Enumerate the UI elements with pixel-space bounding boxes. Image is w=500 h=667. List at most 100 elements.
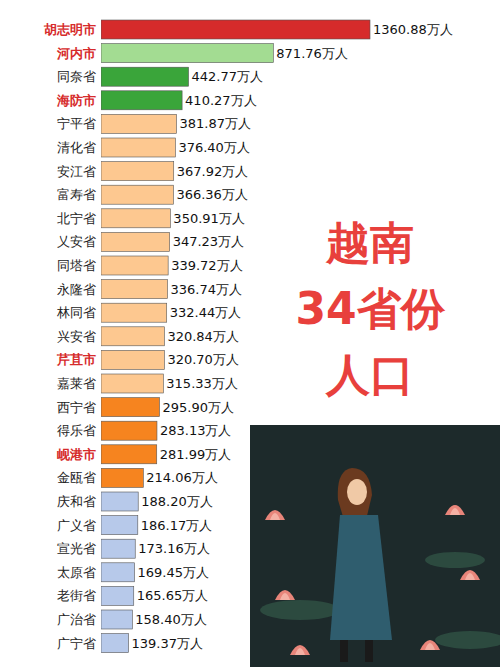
data-label: 281.99万人 [160,447,232,462]
data-label: 366.36万人 [176,187,248,202]
category-label: 嘉莱省 [57,376,96,391]
lily-pad [260,600,340,620]
lotus [280,593,290,600]
bar [101,610,132,629]
data-label: 332.44万人 [170,305,242,320]
category-label: 西宁省 [57,400,96,415]
lotus [290,645,310,655]
data-label: 350.91万人 [173,211,245,226]
bar [101,280,168,299]
bar [101,492,138,511]
illustration-ground [250,425,500,667]
category-label: 广治省 [57,612,96,627]
category-label: 金瓯省 [57,470,96,485]
category-label: 宁平省 [57,116,96,131]
data-label: 320.70万人 [167,352,239,367]
data-label: 381.87万人 [179,116,251,131]
bar [101,138,175,157]
coat [330,515,392,640]
bar [101,421,157,440]
bar [101,634,129,653]
lotus [460,570,480,580]
bar [101,445,157,464]
leg [340,640,348,662]
lotus [445,505,465,515]
bar [101,232,170,251]
data-label: 169.45万人 [137,565,209,580]
lotus [465,573,475,580]
category-label: 北宁省 [57,211,96,226]
category-label: 乂安省 [57,234,96,249]
bar [101,44,273,63]
bar [101,398,159,417]
category-label: 永隆省 [57,282,96,297]
illustration [250,425,500,667]
leg [365,640,373,662]
category-label: 同塔省 [57,258,96,273]
face [347,479,367,505]
lotus [275,590,295,600]
category-label: 富寿省 [57,187,96,202]
category-label: 老街省 [57,588,96,603]
category-label: 广宁省 [57,636,96,651]
lily-pad [435,631,500,649]
data-label: 158.40万人 [135,612,207,627]
bar [101,350,164,369]
data-label: 165.65万人 [137,588,209,603]
title-text: 越南34省份人口 [295,217,445,400]
data-label: 186.17万人 [141,518,213,533]
data-label: 283.13万人 [160,423,232,438]
data-label: 347.23万人 [173,234,245,249]
category-label: 太原省 [57,565,96,580]
data-label: 188.20万人 [141,494,213,509]
bar [101,91,182,110]
bar [101,185,173,204]
bars [101,20,370,653]
data-label: 173.16万人 [138,541,210,556]
data-label: 315.33万人 [166,376,238,391]
category-label: 广义省 [57,518,96,533]
bar [101,256,168,275]
bar [101,114,176,133]
category-label: 清化省 [57,140,96,155]
data-label: 367.92万人 [177,164,249,179]
bar [101,20,370,39]
bar [101,468,143,487]
bar [101,67,189,86]
data-label: 871.76万人 [276,46,348,61]
hair [338,468,372,520]
bar [101,374,163,393]
lotus [265,510,285,520]
category-label: 庆和省 [57,494,96,509]
lotus [450,508,460,515]
category-label: 河内市 [56,46,96,61]
category-label: 同奈省 [57,69,96,84]
category-label: 岘港市 [57,447,96,462]
bar [101,303,167,322]
category-label: 得乐省 [57,423,96,438]
category-label: 胡志明市 [43,22,96,37]
data-label: 376.40万人 [178,140,250,155]
title: 越南34省份人口 [295,217,445,400]
bar [101,162,174,181]
bar [101,327,164,346]
bar [101,586,134,605]
category-label: 林同省 [56,305,96,320]
lotus [425,643,435,650]
data-label: 339.72万人 [171,258,243,273]
lily-pad [425,552,485,568]
data-label: 442.77万人 [192,69,264,84]
bar [101,539,135,558]
data-label: 214.06万人 [146,470,218,485]
category-label: 安江省 [57,164,96,179]
lotus [295,648,305,655]
data-label: 410.27万人 [185,93,256,108]
data-label: 295.90万人 [162,400,234,415]
data-label: 139.37万人 [132,636,204,651]
lotus [270,513,280,520]
data-label: 1360.88万人 [373,22,453,37]
bar [101,516,138,535]
data-label: 336.74万人 [171,282,243,297]
bar [101,209,170,228]
data-label: 320.84万人 [167,329,239,344]
